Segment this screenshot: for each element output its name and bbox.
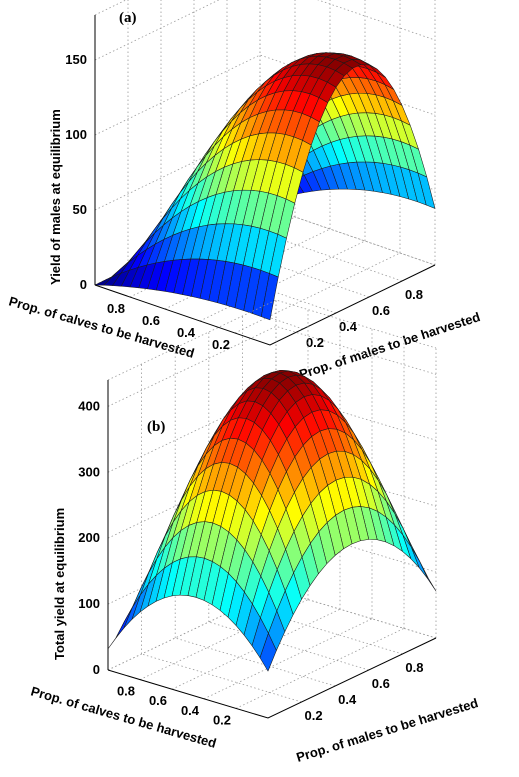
panel-a-ticks: 0 50 100 150 0.8 0.6 0.4 0.2 0.2 0.4 0.6 0.8 [65, 52, 423, 352]
gridline [94, 129, 436, 211]
surface-facet [410, 546, 428, 579]
axis-line [107, 637, 437, 719]
panel-a-x-axis-label: Prop. of calves to be harvested [7, 293, 196, 360]
panel-a-z-axis-label: Yield of males at equilibrium [48, 109, 63, 285]
panel-b-chart: 0 100 200 300 400 0.8 0.6 0.4 0.2 0.2 0.4 0.6 0.8 (b… [29, 299, 480, 765]
x-tick-label: 0.2 [212, 337, 230, 352]
y-tick-label: 0.8 [405, 660, 423, 675]
panel-a-chart: 0 50 100 150 0.8 0.6 0.4 0.2 0.2 0.4 0.6 0.8 (a) Yi… [7, 0, 482, 382]
x-tick-label: 0.8 [107, 301, 125, 316]
x-tick-label: 0.4 [177, 325, 196, 340]
surface-facet [419, 561, 437, 592]
x-tick-label: 0.4 [181, 703, 200, 718]
gridline [193, 236, 370, 298]
surface-facet [260, 273, 279, 321]
gridline [226, 220, 403, 282]
z-tick-label: 400 [78, 398, 100, 413]
panel-b-surface [107, 369, 437, 672]
gridline [208, 621, 369, 671]
panel-a-axes [94, 15, 436, 346]
panel-b-y-axis-label: Prop. of males to be harvested [294, 695, 479, 765]
z-tick-label: 200 [78, 530, 100, 545]
y-tick-label: 0.2 [305, 708, 323, 723]
gridline [199, 240, 366, 322]
x-tick-label: 0.6 [142, 313, 160, 328]
z-tick-label: 300 [78, 464, 100, 479]
panel-b-ticks: 0 100 200 300 400 0.8 0.6 0.4 0.2 0.2 0.4 0.6 0.8 [78, 398, 423, 727]
surface-facet [115, 607, 133, 639]
z-tick-label: 100 [78, 596, 100, 611]
gridline [94, 0, 436, 61]
axis-line [94, 264, 436, 346]
gridline [107, 299, 437, 381]
gridline [139, 599, 309, 680]
x-tick-label: 0.2 [213, 712, 231, 727]
panel-a-y-axis-label: Prop. of males to be harvested [297, 309, 482, 382]
x-tick-label: 0.8 [117, 684, 135, 699]
gridline [94, 0, 127, 16]
y-tick-label: 0.4 [339, 319, 358, 334]
gridline [203, 618, 373, 700]
y-tick-label: 0.2 [306, 335, 324, 350]
gridline [107, 589, 437, 671]
panel-b-axes [107, 380, 437, 719]
y-tick-label: 0.6 [372, 676, 390, 691]
panel-a-label: (a) [119, 10, 137, 26]
gridline [107, 589, 277, 671]
gridline [94, 54, 436, 136]
gridline [259, 204, 436, 266]
gridline [235, 628, 405, 709]
z-tick-label: 150 [65, 52, 87, 67]
z-tick-label: 100 [65, 127, 87, 142]
z-tick-label: 0 [93, 662, 100, 677]
panel-a-surface [94, 52, 436, 321]
gridline [107, 523, 437, 605]
gridline [107, 391, 437, 473]
y-tick-label: 0.4 [338, 692, 357, 707]
z-tick-label: 50 [73, 202, 87, 217]
surface-facet [107, 621, 125, 650]
y-tick-label: 0.8 [405, 287, 423, 302]
z-tick-label: 0 [80, 277, 87, 292]
panel-b-label: (b) [147, 419, 165, 435]
y-tick-label: 0.6 [372, 303, 390, 318]
surface-facet [259, 633, 277, 672]
panel-b-z-axis-label: Total yield at equilibrium [52, 508, 67, 660]
gridline [234, 252, 401, 334]
gridline [107, 325, 437, 407]
gridline [164, 228, 331, 310]
x-tick-label: 0.6 [149, 693, 167, 708]
